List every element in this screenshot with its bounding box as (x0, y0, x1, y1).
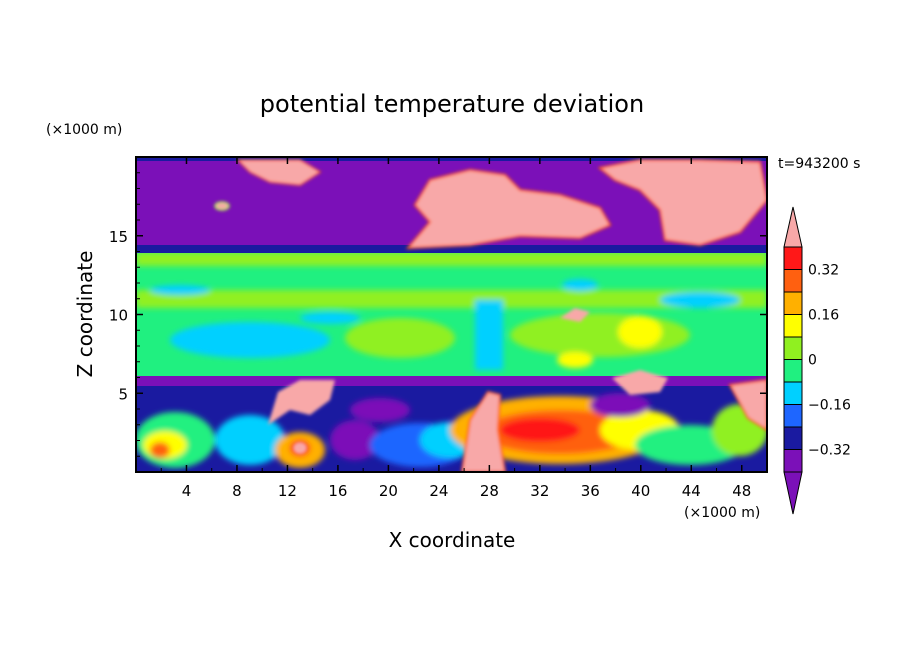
colorbar-swatch (783, 336, 803, 360)
x-tick-label: 4 (182, 482, 192, 500)
chart-title: potential temperature deviation (260, 90, 644, 118)
colorbar-label: 0 (808, 353, 817, 369)
x-tick-label: 32 (530, 482, 549, 500)
colorbar-label: −0.16 (808, 398, 851, 414)
colorbar-swatch (783, 314, 803, 338)
colorbar-label: −0.32 (808, 443, 851, 459)
y-tick-label: 15 (109, 228, 128, 246)
x-tick-label: 36 (581, 482, 600, 500)
colorbar-over-triangle (783, 206, 803, 248)
colorbar-swatch (783, 246, 803, 270)
colorbar-swatch (783, 426, 803, 450)
x-tick-label: 48 (732, 482, 751, 500)
x-tick-label: 8 (232, 482, 242, 500)
colorbar-swatch (783, 449, 803, 473)
x-tick-label: 16 (328, 482, 347, 500)
colorbar: 0.32 0.16 0 −0.16 −0.32 (783, 206, 851, 515)
x-tick-label: 40 (631, 482, 650, 500)
y-tick-label: 10 (109, 307, 128, 325)
contour-field (136, 157, 767, 472)
x-tick-label: 28 (480, 482, 499, 500)
colorbar-under-triangle (783, 471, 803, 515)
y-axis-label: Z coordinate (73, 251, 97, 378)
colorbar-swatch (783, 359, 803, 383)
x-tick-label: 44 (682, 482, 701, 500)
y-tick-label: 5 (118, 385, 128, 403)
time-label: t=943200 s (778, 156, 860, 172)
colorbar-swatch (783, 269, 803, 293)
x-axis-label: X coordinate (389, 528, 516, 552)
y-units-label: (×1000 m) (46, 122, 122, 138)
colorbar-swatch (783, 291, 803, 315)
x-tick-label: 24 (429, 482, 448, 500)
x-units-label: (×1000 m) (684, 505, 760, 521)
colorbar-label: 0.32 (808, 263, 839, 279)
colorbar-label: 0.16 (808, 308, 839, 324)
colorbar-swatch (783, 381, 803, 405)
x-tick-label: 12 (278, 482, 297, 500)
x-tick-label: 20 (379, 482, 398, 500)
colorbar-swatch (783, 404, 803, 428)
